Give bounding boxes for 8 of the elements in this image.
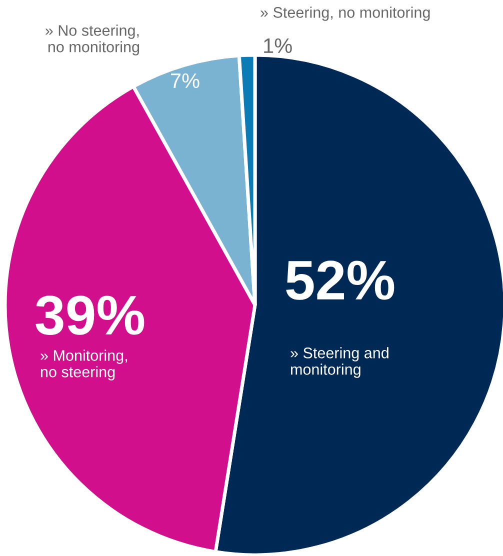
data-label: 39% [36,296,144,335]
slice-label: » Steering and monitoring [290,347,388,378]
slice-label: » Steering, no monitoring [260,6,430,21]
data-label: 52% [286,260,394,300]
data-label: 1% [264,38,292,54]
data-label: 7% [171,73,200,88]
slice-label: » No steering, no monitoring [46,24,140,56]
slice-label: » Monitoring, no steering [40,350,127,380]
